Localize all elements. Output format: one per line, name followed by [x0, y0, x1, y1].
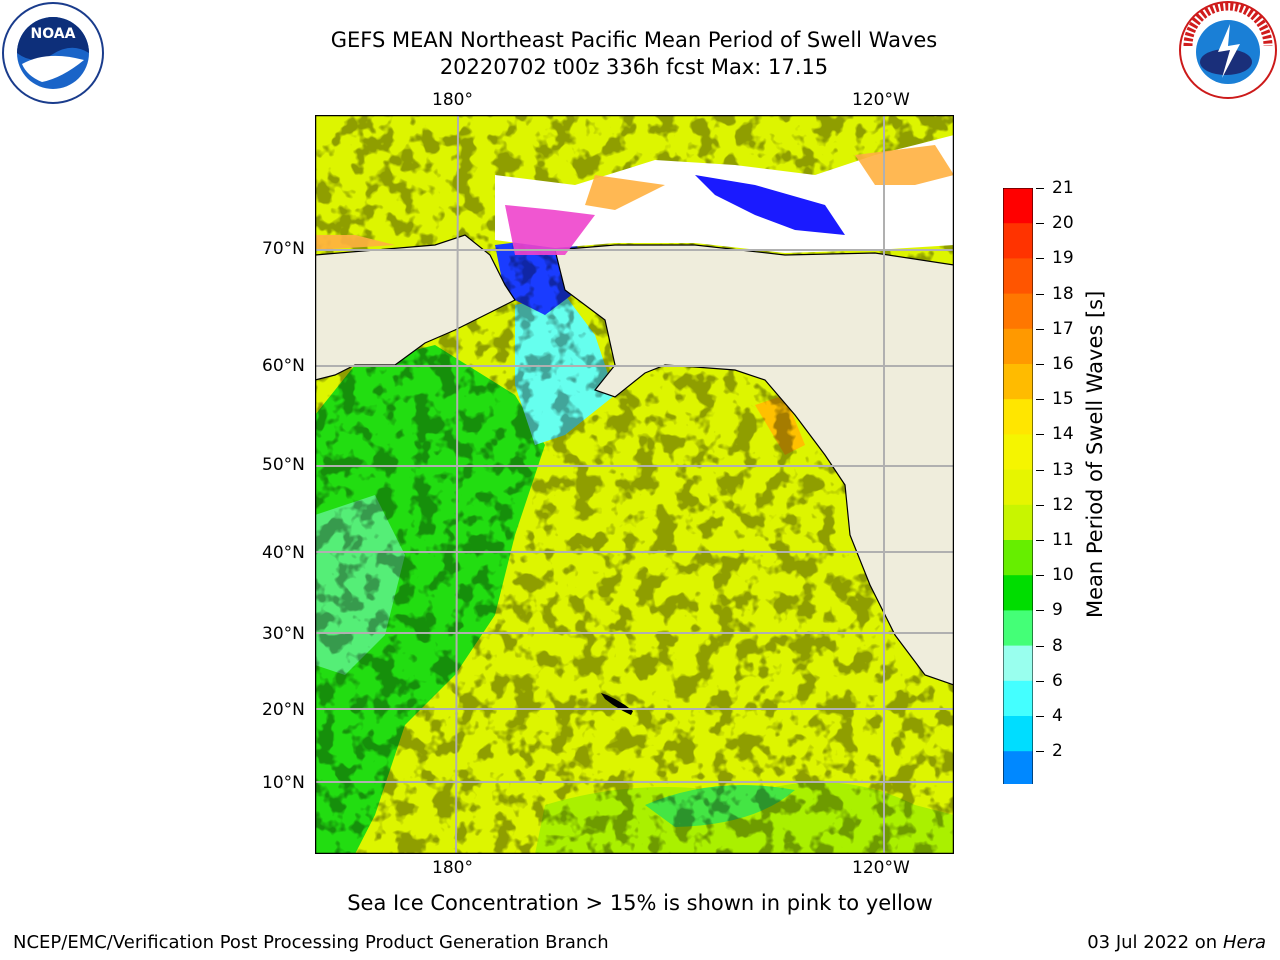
lat-label-30n: 30°N — [262, 624, 305, 644]
colorbar-swatch — [1003, 364, 1033, 400]
footer-credit: NCEP/EMC/Verification Post Processing Pr… — [13, 932, 609, 953]
lon-label-bottom-180: 180° — [432, 858, 473, 878]
noaa-logo: NOAA — [2, 2, 104, 104]
svg-text:NOAA: NOAA — [31, 26, 76, 42]
map-canvas — [314, 114, 955, 855]
colorbar-tick — [1036, 188, 1044, 189]
lon-label-top-120w: 120°W — [852, 90, 910, 110]
colorbar-labels: 21 20 19 18 17 16 15 14 13 12 11 10 9 8 6 4 2 — [1036, 178, 1096, 780]
colorbar-tick-label: 21 — [1052, 178, 1074, 198]
colorbar-swatch — [1003, 258, 1033, 295]
colorbar-tick-label: 17 — [1052, 318, 1074, 339]
sea-ice-orange-region-west — [315, 235, 395, 250]
colorbar-tick — [1036, 504, 1044, 506]
colorbar-tick — [1036, 469, 1044, 471]
nws-logo — [1178, 0, 1278, 100]
colorbar-swatch — [1003, 716, 1033, 752]
colorbar-swatch — [1003, 223, 1033, 259]
footer-date-text: 03 Jul 2022 on — [1087, 932, 1218, 953]
colorbar-tick — [1036, 258, 1044, 260]
sea-ice-orange-region — [585, 175, 665, 210]
sea-ice-orange-region-east — [855, 145, 954, 185]
lat-label-70n: 70°N — [262, 239, 305, 259]
lat-label-10n: 10°N — [262, 773, 305, 793]
colorbar-tick-label: 18 — [1052, 283, 1074, 304]
colorbar-swatches — [1002, 187, 1034, 816]
colorbar-swatch — [1003, 469, 1033, 506]
colorbar-tick-label: 20 — [1052, 213, 1074, 234]
colorbar-swatch — [1003, 293, 1033, 330]
colorbar-swatch — [1003, 610, 1033, 647]
map-panel — [314, 114, 955, 855]
lat-label-60n: 60°N — [262, 356, 305, 376]
colorbar-swatch — [1003, 751, 1033, 787]
colorbar-swatch — [1003, 645, 1033, 682]
colorbar-tick — [1036, 540, 1044, 541]
colorbar-tick-label: 11 — [1052, 530, 1074, 550]
colorbar-tick-label: 10 — [1052, 565, 1074, 586]
colorbar-tick-label: 13 — [1052, 459, 1074, 480]
colorbar-tick-label: 8 — [1052, 635, 1063, 656]
colorbar-tick-label: 19 — [1052, 248, 1074, 269]
colorbar-swatch — [1003, 188, 1033, 224]
colorbar-tick-label: 15 — [1052, 389, 1074, 410]
sea-ice-pink-region — [505, 205, 595, 255]
map-title: GEFS MEAN Northeast Pacific Mean Period … — [330, 28, 938, 52]
footer-machine: Hera — [1222, 932, 1266, 953]
colorbar-title: Mean Period of Swell Waves [s] — [1083, 290, 1107, 618]
arctic-blue-region — [695, 175, 845, 235]
colorbar-swatch — [1003, 540, 1033, 576]
colorbar-tick — [1036, 751, 1044, 753]
colorbar-tick-label: 9 — [1052, 600, 1063, 621]
colorbar-tick — [1036, 575, 1044, 577]
map-frame — [314, 114, 955, 855]
colorbar-tick — [1036, 364, 1044, 365]
lon-label-top-180: 180° — [432, 90, 473, 110]
land-asia — [314, 234, 516, 381]
land-north-america — [554, 244, 955, 686]
colorbar-tick-label: 4 — [1052, 706, 1063, 726]
colorbar-swatch — [1003, 434, 1033, 471]
colorbar-tick — [1036, 716, 1044, 717]
colorbar-tick — [1036, 645, 1044, 647]
colorbar-tick-label: 12 — [1052, 494, 1074, 515]
colorbar-tick-label: 16 — [1052, 354, 1074, 374]
colorbar-tick — [1036, 680, 1044, 682]
map-subtitle: 20220702 t00z 336h fcst Max: 17.15 — [439, 55, 829, 79]
colorbar-tick-label: 2 — [1052, 741, 1063, 762]
colorbar-swatch — [1003, 680, 1033, 717]
colorbar-tick — [1036, 223, 1044, 225]
colorbar-tick-label: 6 — [1052, 670, 1063, 691]
lat-label-40n: 40°N — [262, 543, 305, 563]
colorbar-tick — [1036, 328, 1044, 330]
colorbar-tick — [1036, 399, 1044, 401]
lon-label-bottom-120w: 120°W — [852, 858, 910, 878]
colorbar — [1002, 187, 1034, 816]
colorbar-swatch — [1003, 504, 1033, 541]
colorbar-tick — [1036, 610, 1044, 612]
colorbar-swatch — [1003, 328, 1033, 365]
colorbar-swatch — [1003, 399, 1033, 435]
colorbar-tick — [1036, 434, 1044, 436]
footer-date: 03 Jul 2022 on Hera — [1087, 932, 1266, 953]
colorbar-swatch — [1003, 575, 1033, 611]
lat-label-20n: 20°N — [262, 700, 305, 720]
lat-label-50n: 50°N — [262, 455, 305, 475]
colorbar-tick-label: 14 — [1052, 424, 1074, 445]
gridlines — [315, 114, 954, 855]
sea-ice-note: Sea Ice Concentration > 15% is shown in … — [347, 891, 933, 915]
colorbar-tick — [1036, 293, 1044, 295]
